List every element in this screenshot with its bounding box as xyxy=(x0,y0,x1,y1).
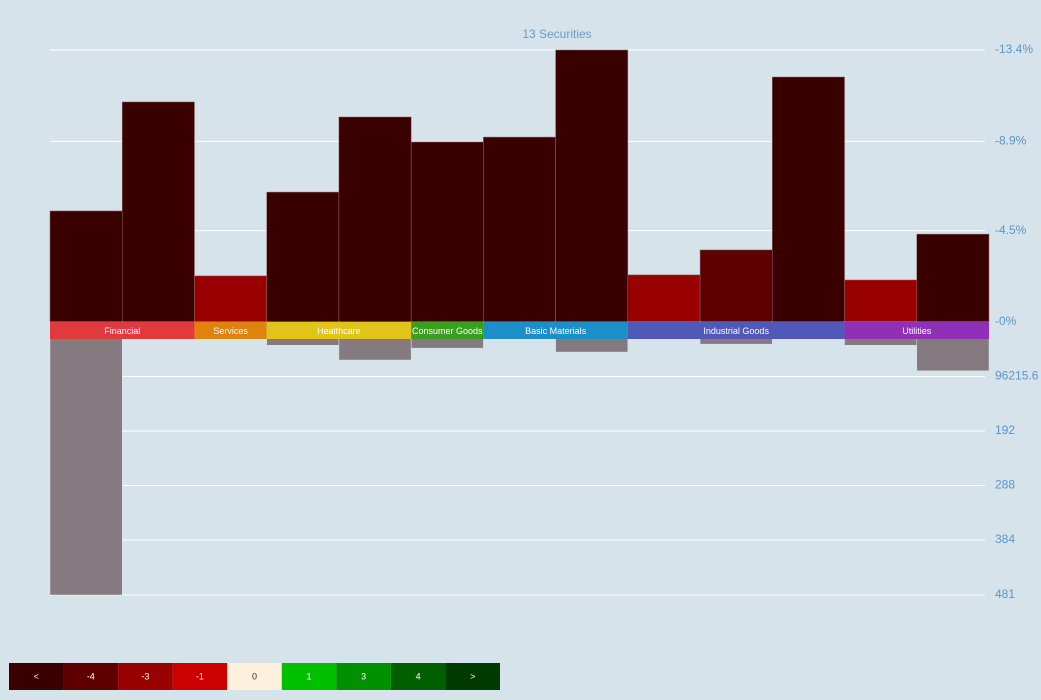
legend-swatch xyxy=(63,663,119,690)
sector-label: Consumer Goods xyxy=(412,326,483,336)
performance-bar xyxy=(338,116,412,323)
legend-label: -3 xyxy=(141,671,149,681)
y2-tick-label: 192 xyxy=(995,423,1015,437)
performance-bar xyxy=(916,233,990,323)
y-tick-label: -0% xyxy=(995,314,1017,328)
legend-label: 0 xyxy=(252,671,257,681)
legend-swatch xyxy=(281,663,337,690)
sector-band xyxy=(844,322,989,339)
y2-tick-label: 288 xyxy=(995,478,1015,492)
performance-bar xyxy=(627,274,701,323)
legend-label: 1 xyxy=(307,671,312,681)
legend-swatch xyxy=(9,663,64,690)
performance-bar xyxy=(483,136,556,323)
legend-label: 3 xyxy=(361,671,366,681)
volume-bar xyxy=(49,321,123,596)
chart-title: 13 Securities xyxy=(522,27,591,41)
legend-swatch xyxy=(445,663,500,690)
performance-bar xyxy=(699,249,773,323)
legend-label: -4 xyxy=(87,671,95,681)
sector-band xyxy=(627,322,845,339)
sector-label: Industrial Goods xyxy=(703,326,769,336)
y2-tick-label: 384 xyxy=(995,532,1015,546)
y-tick-label: -4.5% xyxy=(995,223,1027,237)
performance-bar xyxy=(410,141,484,323)
performance-bar xyxy=(772,76,845,323)
legend-swatch xyxy=(390,663,446,690)
sector-label: Basic Materials xyxy=(525,326,587,336)
performance-bar xyxy=(555,49,629,323)
sector-band xyxy=(50,322,195,339)
sector-label: Utilities xyxy=(902,326,932,336)
legend-swatch xyxy=(118,663,173,690)
y2-tick-label: 481 xyxy=(995,587,1015,601)
sector-band xyxy=(266,322,412,339)
y-tick-label: -8.9% xyxy=(995,134,1027,148)
legend-swatch xyxy=(227,663,282,690)
sector-band xyxy=(483,322,628,339)
legend-swatch xyxy=(172,663,228,690)
sector-band xyxy=(411,322,484,339)
performance-bar xyxy=(194,275,267,323)
y-tick-label: -13.4% xyxy=(995,42,1033,56)
performance-bar xyxy=(844,279,918,323)
performance-bar xyxy=(49,210,123,323)
sector-label: Healthcare xyxy=(317,326,361,336)
sector-label: Financial xyxy=(104,326,140,336)
sector-band xyxy=(194,322,267,339)
performance-bar xyxy=(266,191,340,323)
sector-label: Services xyxy=(213,326,248,336)
legend-label: 4 xyxy=(416,671,421,681)
legend-label: -1 xyxy=(196,671,204,681)
y2-tick-label: 96215.6 xyxy=(995,369,1039,383)
legend-label: < xyxy=(34,671,39,681)
performance-bar xyxy=(121,101,195,323)
legend-label: > xyxy=(470,671,475,681)
legend-swatch xyxy=(336,663,391,690)
